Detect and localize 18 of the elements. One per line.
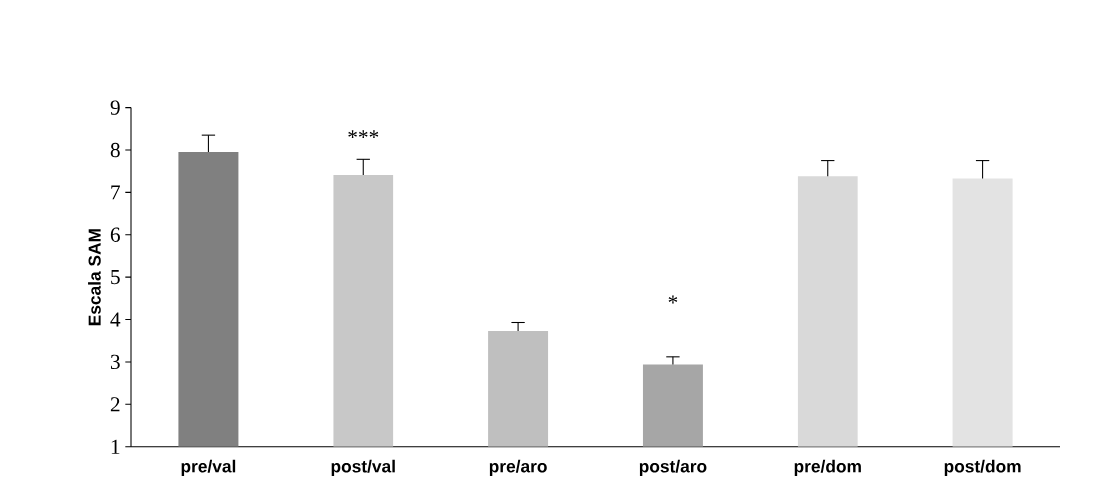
y-tick-label: 2 xyxy=(110,397,120,412)
y-tick-label: 6 xyxy=(110,227,120,242)
x-tick-label: pre/val xyxy=(181,459,236,476)
x-tick-label: post/dom xyxy=(944,459,1021,476)
y-tick-label: 3 xyxy=(110,354,120,370)
x-tick-label: pre/aro xyxy=(489,459,547,476)
y-tick-label: 7 xyxy=(111,185,120,200)
y-tick-label: 9 xyxy=(110,100,120,115)
annotation: * xyxy=(668,295,678,304)
annotation: *** xyxy=(348,130,379,139)
x-tick-label: post/val xyxy=(331,459,395,476)
y-tick-label: 4 xyxy=(110,312,121,327)
x-tick-label: pre/dom xyxy=(794,459,861,476)
y-axis-title: Escala SAM xyxy=(88,229,101,326)
y-tick-label: 8 xyxy=(110,142,120,158)
y-tick-label: 1 xyxy=(111,439,120,454)
x-tick-label: post/aro xyxy=(639,459,707,476)
y-tick-label: 5 xyxy=(111,270,120,285)
